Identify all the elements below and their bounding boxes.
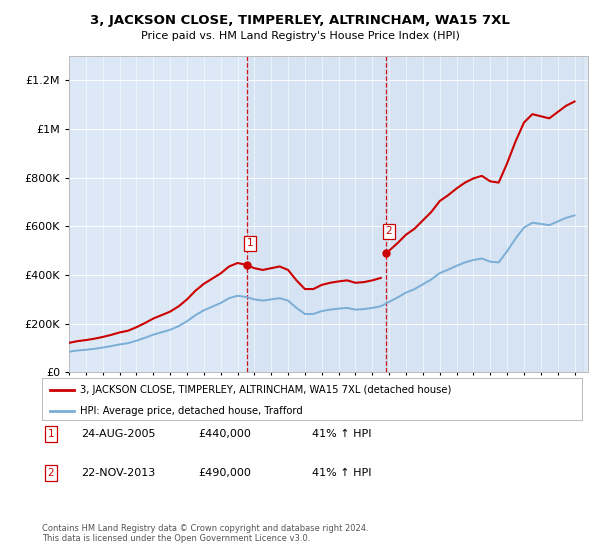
Text: Price paid vs. HM Land Registry's House Price Index (HPI): Price paid vs. HM Land Registry's House … (140, 31, 460, 41)
Bar (247, 56, 386, 372)
Text: Contains HM Land Registry data © Crown copyright and database right 2024.
This d: Contains HM Land Registry data © Crown c… (42, 524, 368, 543)
Text: 41% ↑ HPI: 41% ↑ HPI (312, 429, 371, 439)
Text: £440,000: £440,000 (198, 429, 251, 439)
Text: 3, JACKSON CLOSE, TIMPERLEY, ALTRINCHAM, WA15 7XL: 3, JACKSON CLOSE, TIMPERLEY, ALTRINCHAM,… (90, 14, 510, 27)
Text: 2: 2 (47, 468, 55, 478)
Text: 24-AUG-2005: 24-AUG-2005 (81, 429, 155, 439)
Text: £490,000: £490,000 (198, 468, 251, 478)
Text: 41% ↑ HPI: 41% ↑ HPI (312, 468, 371, 478)
Bar (386, 56, 583, 372)
Text: 3, JACKSON CLOSE, TIMPERLEY, ALTRINCHAM, WA15 7XL (detached house): 3, JACKSON CLOSE, TIMPERLEY, ALTRINCHAM,… (80, 385, 451, 395)
Text: 2: 2 (386, 226, 392, 236)
Text: HPI: Average price, detached house, Trafford: HPI: Average price, detached house, Traf… (80, 406, 302, 416)
Text: 22-NOV-2013: 22-NOV-2013 (81, 468, 155, 478)
Text: 1: 1 (247, 239, 253, 249)
Text: 1: 1 (47, 429, 55, 439)
